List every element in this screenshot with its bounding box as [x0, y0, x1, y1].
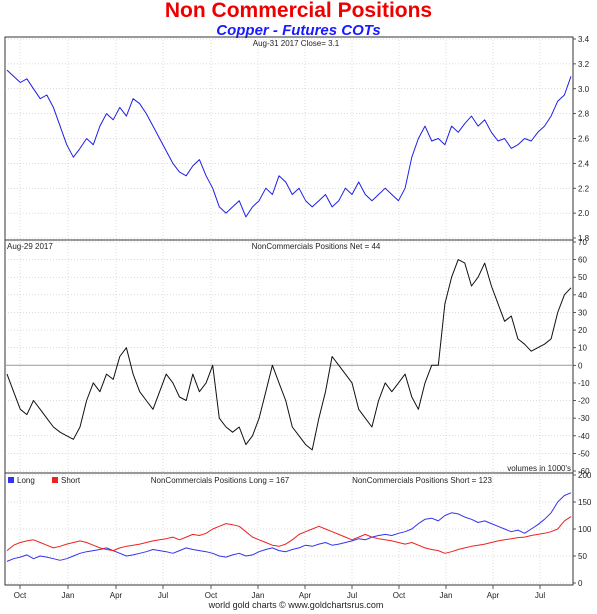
long-positions-line	[6, 492, 572, 562]
long-annotation: NonCommercials Positions Long = 167	[151, 476, 290, 485]
x-tick-label: Oct	[393, 591, 406, 600]
x-tick-label: Apr	[110, 591, 123, 600]
y-tick-label: -20	[578, 397, 590, 406]
y-tick-label: 10	[578, 344, 587, 353]
legend-long-swatch	[8, 477, 14, 483]
x-tick-label: Apr	[299, 591, 312, 600]
y-tick-label: 1.8	[578, 234, 590, 243]
x-tick-label: Oct	[14, 591, 27, 600]
y-tick-label: -60	[578, 467, 590, 476]
y-tick-label: 20	[578, 326, 587, 335]
y-tick-label: 2.4	[578, 159, 590, 168]
y-tick-label: 2.8	[578, 110, 590, 119]
legend-short-swatch	[52, 477, 58, 483]
x-tick-label: Jan	[62, 591, 75, 600]
y-tick-label: 70	[578, 238, 587, 247]
y-tick-label: 200	[578, 471, 592, 480]
price-annotation: Aug-31 2017 Close= 3.1	[253, 39, 340, 48]
chart-title: Non Commercial Positions	[164, 0, 433, 22]
x-tick-label: Jul	[347, 591, 357, 600]
y-tick-label: 2.6	[578, 135, 590, 144]
panel-frame	[4, 472, 574, 586]
short-annotation: NonCommercials Positions Short = 123	[352, 476, 492, 485]
x-tick-label: Jul	[535, 591, 545, 600]
y-tick-label: 2.2	[578, 184, 590, 193]
x-tick-label: Jul	[158, 591, 168, 600]
footer-credit: world gold charts © www.goldchartsrus.co…	[208, 600, 384, 610]
y-tick-label: -10	[578, 379, 590, 388]
x-tick-label: Apr	[487, 591, 500, 600]
panel-frame	[4, 36, 574, 241]
chart-subtitle: Copper - Futures COTs	[216, 22, 381, 39]
volume-note: volumes in 1000's	[507, 464, 571, 473]
legend-long-label: Long	[17, 476, 35, 485]
y-tick-label: 3.0	[578, 85, 590, 94]
y-tick-label: 30	[578, 308, 587, 317]
y-tick-label: 40	[578, 291, 587, 300]
net-date-annotation: Aug-29 2017	[7, 242, 53, 251]
y-tick-label: 3.2	[578, 60, 590, 69]
price-series-line	[6, 69, 572, 218]
x-tick-label: Jan	[252, 591, 265, 600]
x-tick-label: Oct	[205, 591, 218, 600]
y-tick-label: 50	[578, 273, 587, 282]
y-tick-label: 60	[578, 256, 587, 265]
short-positions-line	[6, 516, 572, 554]
net-annotation: NonCommercials Positions Net = 44	[252, 242, 381, 251]
y-tick-label: -40	[578, 432, 590, 441]
y-tick-label: 100	[578, 525, 592, 534]
y-tick-label: 0	[578, 361, 583, 370]
y-tick-label: 50	[578, 552, 587, 561]
y-tick-label: -50	[578, 449, 590, 458]
y-tick-label: 3.4	[578, 35, 590, 44]
y-tick-label: 150	[578, 498, 592, 507]
y-tick-label: 2.0	[578, 209, 590, 218]
y-tick-label: -30	[578, 414, 590, 423]
legend-short-label: Short	[61, 476, 81, 485]
y-tick-label: 0	[578, 579, 583, 588]
x-tick-label: Jan	[440, 591, 453, 600]
net-positions-line	[6, 259, 572, 451]
